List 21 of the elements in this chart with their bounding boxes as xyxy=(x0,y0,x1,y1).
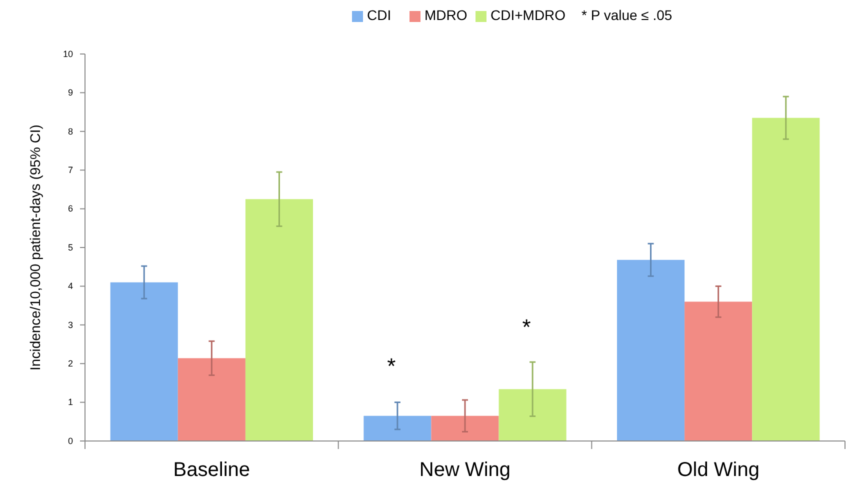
y-tick-label: 0 xyxy=(68,436,73,446)
significance-marker: * xyxy=(387,353,396,378)
text: * P value ≤ .05 xyxy=(582,7,672,23)
y-tick-label: 3 xyxy=(68,320,73,330)
x-tick-label: Baseline xyxy=(173,459,250,481)
y-tick-label: 6 xyxy=(68,204,73,214)
y-tick-label: 5 xyxy=(68,242,73,252)
legend-label: MDRO xyxy=(424,7,468,23)
legend-label: CDI+MDRO xyxy=(490,7,566,23)
legend-label: CDI xyxy=(367,7,392,23)
y-axis-title: Incidence/10,000 patient-days (95% CI) xyxy=(27,124,43,370)
y-tick-label: 1 xyxy=(68,397,73,408)
y-tick-label: 4 xyxy=(68,281,73,292)
y-tick-label: 9 xyxy=(68,88,73,98)
y-tick-label: 2 xyxy=(68,358,73,368)
significance-marker: * xyxy=(522,314,531,340)
x-tick-label: Old Wing xyxy=(677,459,760,481)
y-tick-label: 7 xyxy=(68,164,73,175)
x-tick-label: New Wing xyxy=(419,459,511,481)
y-tick-label: 10 xyxy=(62,48,73,59)
y-tick-label: 8 xyxy=(68,126,73,136)
